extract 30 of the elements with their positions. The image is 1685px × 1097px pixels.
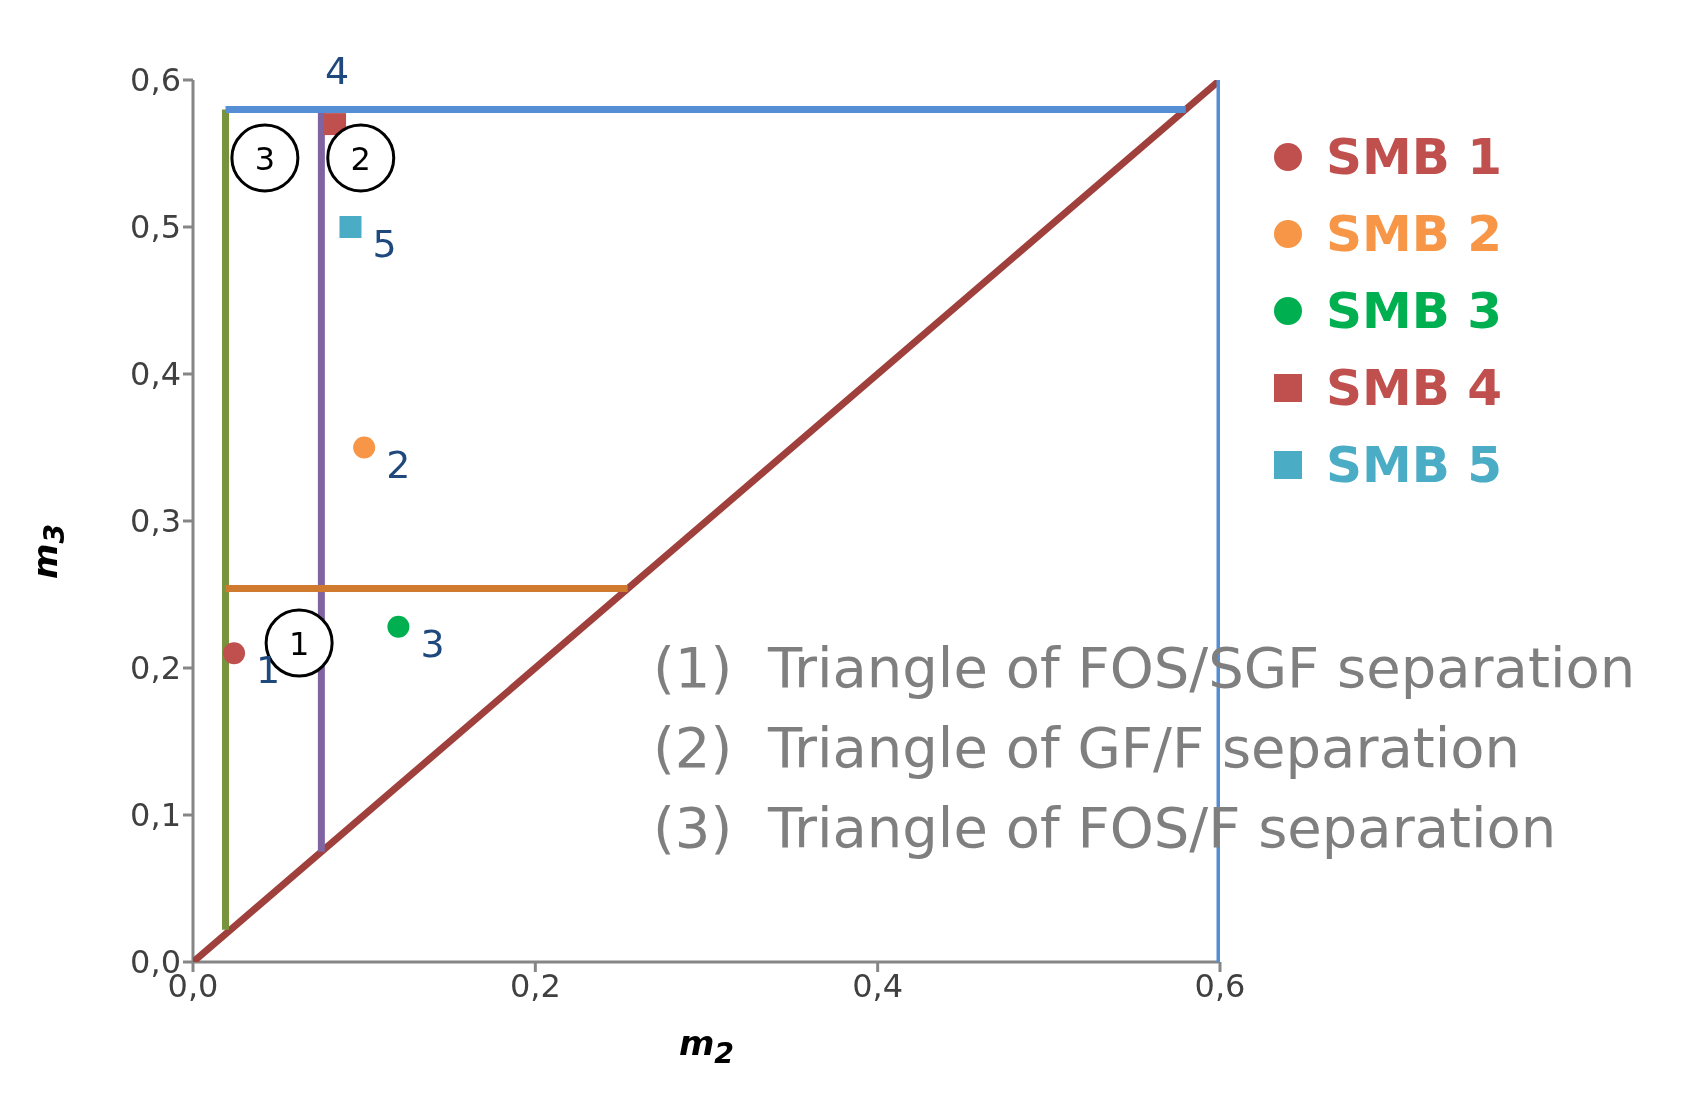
annotation: 5 [372,222,397,266]
y-tick-label: 0,4 [130,355,181,394]
annotation: 2 [350,139,371,178]
point [387,615,410,638]
annotation: 1 [256,648,281,693]
legend-label: SMB 5 [1326,435,1503,494]
circled-number: 3 [230,123,300,193]
x-tick-label: 0,2 [509,966,561,1005]
annotation: (2) Triangle of GF/F separation [653,714,1521,782]
x-tick-label: 0,4 [852,966,904,1005]
y-tick-label: 0,2 [130,649,181,688]
legend-label: SMB 3 [1326,281,1503,340]
x-axis-title: m$_{2}$ [677,1023,736,1070]
y-tick-label: 0,3 [130,502,181,541]
point [353,436,376,459]
point [339,216,362,238]
annotation: 3 [254,139,276,178]
annotation: 1 [288,625,310,664]
annotation: 2 [386,442,411,487]
legend-label: SMB 4 [1326,358,1503,417]
circled-number: 2 [326,123,396,193]
x-tick-label: 0,6 [1194,966,1246,1005]
legend-label: SMB 1 [1326,127,1503,186]
y-tick-label: 0,1 [130,796,181,835]
annotation: 3 [420,621,445,666]
annotation: 4 [325,49,350,94]
point [223,642,246,665]
y-tick-label: 0,6 [130,61,181,100]
legend-label: SMB 2 [1326,204,1503,263]
y-tick-label: 0,5 [130,208,181,247]
